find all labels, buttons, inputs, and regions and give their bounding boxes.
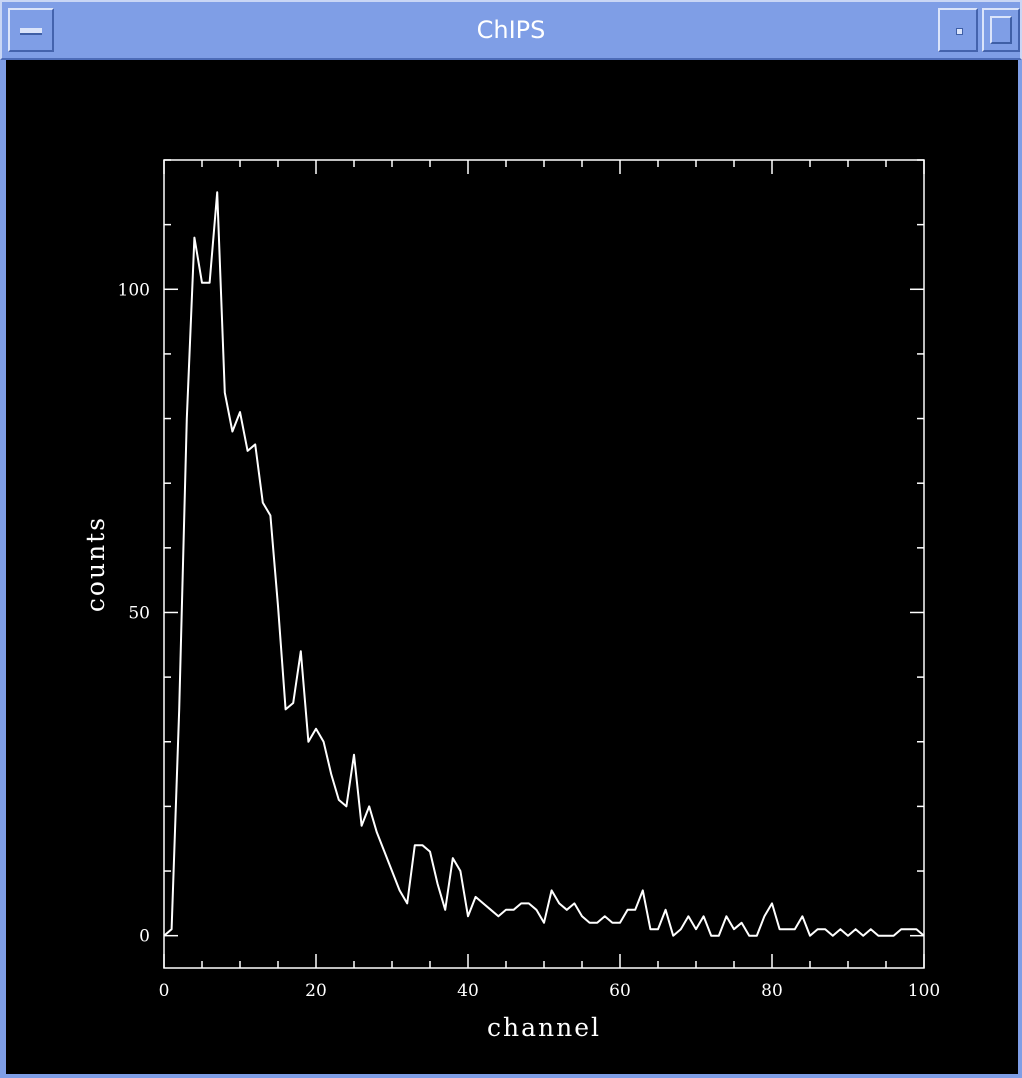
y-tick-label: 0 xyxy=(139,927,150,947)
y-tick-label: 100 xyxy=(118,280,150,300)
x-tick-label: 20 xyxy=(305,981,327,1001)
minimize-icon xyxy=(956,28,963,35)
plot-frame xyxy=(163,159,925,969)
maximize-icon xyxy=(990,16,1012,44)
x-tick-label: 80 xyxy=(761,981,783,1001)
tick-marks xyxy=(163,159,925,968)
series-line-counts xyxy=(163,191,925,937)
x-tick-label: 40 xyxy=(457,981,479,1001)
maximize-button[interactable] xyxy=(982,8,1020,52)
window-frame-right[interactable] xyxy=(1018,60,1022,1078)
y-axis-label: counts xyxy=(81,516,110,612)
x-tick-label: 100 xyxy=(908,981,940,1001)
x-tick-label: 0 xyxy=(159,981,170,1001)
window-menu-button[interactable] xyxy=(8,8,54,52)
window-frame-bottom[interactable] xyxy=(0,1074,1022,1078)
tick-labels: 0 20 40 60 80 100 0 50 100 xyxy=(118,280,941,1001)
window-frame-left[interactable] xyxy=(0,60,6,1078)
minimize-button[interactable] xyxy=(938,8,978,52)
y-tick-label: 50 xyxy=(128,603,150,623)
x-tick-label: 60 xyxy=(609,981,631,1001)
window-title: ChIPS xyxy=(476,16,546,44)
window-titlebar[interactable]: ChIPS xyxy=(0,0,1022,60)
x-axis-label: channel xyxy=(487,1013,601,1042)
window-menu-icon xyxy=(20,28,42,35)
